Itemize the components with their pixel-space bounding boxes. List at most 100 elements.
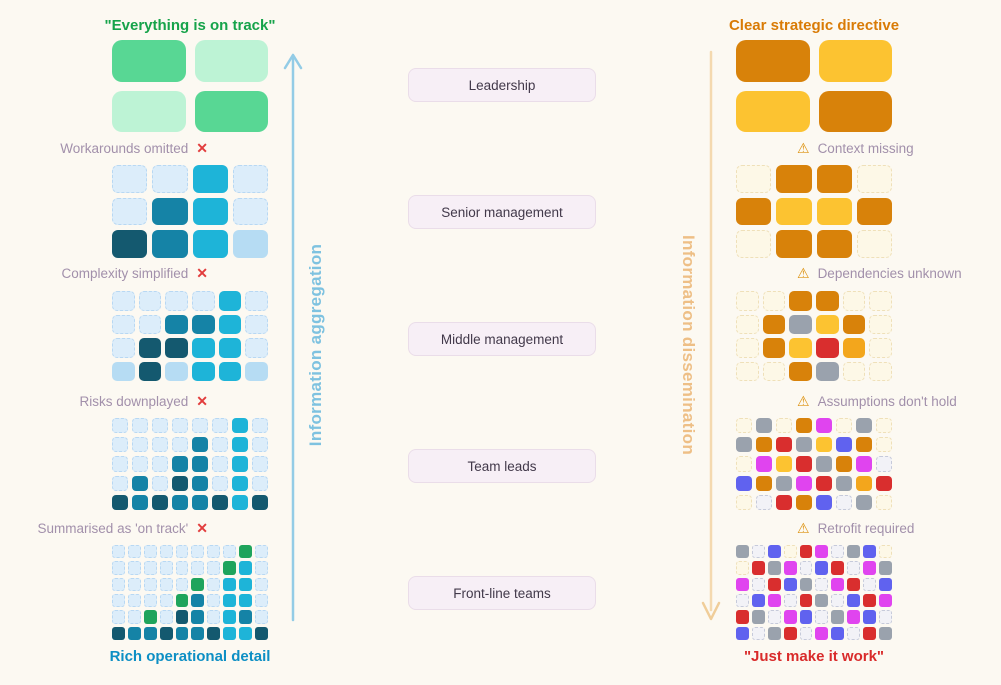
grid-cell: [816, 197, 852, 226]
grid-cell: [842, 291, 866, 311]
grid-cell: [815, 610, 829, 624]
grid-cell: [836, 456, 852, 472]
grid-cell: [816, 437, 832, 453]
grid-cell: [159, 593, 173, 608]
grid-cell: [223, 561, 237, 575]
grid-cell: [191, 314, 215, 334]
grid-cell: [736, 40, 810, 82]
grid-cell: [192, 437, 208, 453]
grid-cell: [152, 456, 168, 472]
grid-cell: [172, 437, 188, 453]
grid-cell: [112, 437, 128, 453]
grid-cell: [879, 626, 892, 640]
warning-icon: ⚠: [797, 140, 810, 156]
grid-cell: [175, 593, 189, 608]
left-bottom-title: Rich operational detail: [109, 648, 271, 665]
grid-cell: [112, 494, 128, 510]
grid-cell: [831, 593, 845, 608]
grid-cell: [842, 361, 866, 381]
grid-cell: [232, 456, 248, 472]
grid-cell: [847, 577, 861, 591]
grid-cell: [776, 230, 812, 258]
grid-cell: [799, 593, 813, 608]
grid-cell: [132, 456, 148, 472]
grid-cell: [799, 545, 813, 559]
level-pill-leadership: Leadership: [408, 68, 596, 102]
grid-cell: [112, 561, 125, 575]
grid-cell: [831, 626, 845, 640]
grid-cell: [856, 475, 872, 491]
right-grid-leadership: [736, 40, 892, 132]
grid-cell: [191, 545, 205, 559]
grid-cell: [756, 494, 772, 510]
grid-cell: [191, 291, 215, 311]
warning-icon: ⚠: [797, 393, 810, 409]
grid-cell: [869, 314, 892, 334]
grid-cell: [799, 577, 813, 591]
grid-cell: [762, 338, 786, 358]
grid-cell: [879, 561, 892, 575]
level-pill-senior-management: Senior management: [408, 195, 596, 229]
grid-cell: [816, 230, 852, 258]
grid-cell: [127, 626, 141, 640]
grid-cell: [876, 418, 892, 434]
cross-icon: ✕: [196, 520, 208, 536]
grid-cell: [756, 437, 772, 453]
grid-cell: [751, 577, 765, 591]
grid-cell: [767, 561, 781, 575]
grid-cell: [127, 610, 141, 624]
grid-cell: [869, 338, 892, 358]
grid-cell: [112, 626, 125, 640]
warning-icon: ⚠: [797, 520, 810, 536]
grid-cell: [736, 577, 749, 591]
grid-cell: [756, 418, 772, 434]
grid-cell: [192, 230, 228, 258]
grid-cell: [762, 314, 786, 334]
grid-cell: [767, 545, 781, 559]
grid-cell: [127, 561, 141, 575]
grid-cell: [143, 561, 157, 575]
grid-cell: [112, 593, 125, 608]
grid-cell: [207, 545, 221, 559]
grid-cell: [255, 593, 268, 608]
grid-cell: [815, 314, 839, 334]
grid-cell: [132, 437, 148, 453]
grid-cell: [842, 314, 866, 334]
grid-cell: [776, 494, 792, 510]
grid-cell: [172, 418, 188, 434]
grid-cell: [776, 418, 792, 434]
grid-cell: [152, 418, 168, 434]
loss-text: Workarounds omitted: [60, 140, 189, 156]
grid-cell: [736, 545, 749, 559]
left-grid-team-leads: [112, 418, 268, 510]
loss-text: Summarised as 'on track': [37, 520, 189, 536]
grid-cell: [815, 593, 829, 608]
issue-text: Context missing: [817, 140, 914, 156]
grid-cell: [789, 291, 812, 311]
right-grid-team-leads: [736, 418, 892, 510]
grid-cell: [172, 494, 188, 510]
right-grid-middle-management: [736, 291, 892, 381]
grid-cell: [856, 197, 892, 226]
grid-cell: [856, 165, 892, 193]
grid-cell: [239, 626, 253, 640]
grid-cell: [112, 314, 135, 334]
grid-cell: [127, 593, 141, 608]
grid-cell: [736, 165, 772, 193]
grid-cell: [207, 626, 221, 640]
grid-cell: [245, 314, 268, 334]
loss-text: Risks downplayed: [79, 393, 189, 409]
grid-cell: [751, 561, 765, 575]
grid-cell: [192, 165, 228, 193]
grid-cell: [194, 90, 268, 132]
grid-cell: [796, 418, 812, 434]
grid-cell: [212, 437, 228, 453]
grid-cell: [138, 338, 162, 358]
issue-text: Assumptions don't hold: [817, 393, 957, 409]
grid-cell: [159, 545, 173, 559]
grid-cell: [869, 291, 892, 311]
grid-cell: [815, 577, 829, 591]
grid-cell: [815, 561, 829, 575]
grid-cell: [869, 361, 892, 381]
left-grid-senior-management: [112, 165, 268, 258]
